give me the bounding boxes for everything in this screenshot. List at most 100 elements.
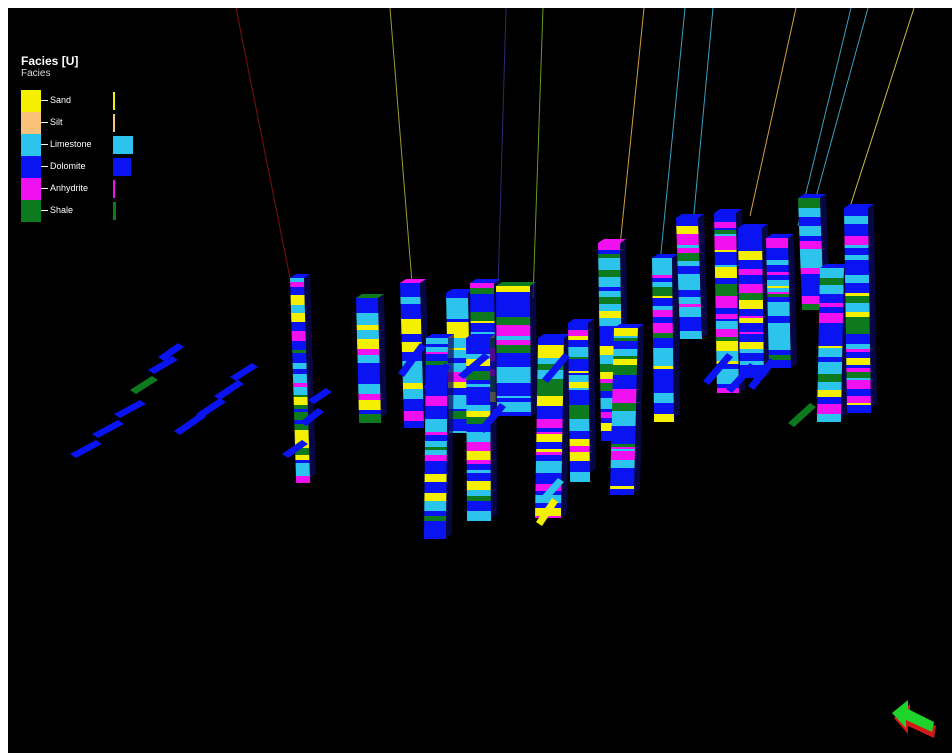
facies-layer [611,426,636,435]
facies-layer [403,395,424,399]
facies-layer [610,486,635,489]
facies-layer [291,325,306,329]
well-facies-scene[interactable] [8,8,952,753]
facies-layer [768,355,791,360]
facies-layer [799,241,822,249]
facies-layer [653,414,675,422]
facies-layer [424,491,447,493]
facies-layer [768,350,791,355]
facies-layer [817,397,842,404]
facies-layer [424,441,447,447]
facies-layer [844,248,869,255]
facies-layer [739,342,764,349]
facies-layer [466,390,491,398]
facies-layer [677,253,700,261]
facies-layer [610,468,635,477]
well-column [290,274,316,483]
facies-layer [612,396,637,403]
facies-layer [569,419,590,425]
facies-layer [466,451,491,460]
column-top-face [400,279,426,283]
facies-layer [290,305,306,313]
facies-layer [466,338,491,344]
facies-layer [652,333,673,338]
facies-layer [496,353,531,358]
facies-layer [738,275,763,284]
column-side-face [588,319,596,473]
facies-layer [611,411,636,419]
legend-tick [41,100,48,101]
facies-layer [739,361,764,365]
facies-layer [653,410,674,414]
facies-layer [652,298,673,306]
well-trajectory-line [812,8,869,209]
facies-layer [496,367,531,376]
facies-layer [356,313,379,318]
facies-layer [676,226,699,234]
facies-layer [738,251,763,260]
facies-layer [652,282,673,287]
facies-layer [466,490,491,496]
facies-layer [466,371,491,380]
facies-layer [424,457,447,461]
facies-layer [845,290,870,293]
column-side-face [304,274,316,478]
facies-layer [569,414,590,419]
facies-layer [612,375,637,384]
facies-layer [653,403,674,410]
facies-layer [292,353,307,363]
facies-layer [400,287,421,297]
facies-layer [766,260,789,265]
facies-layer [767,297,790,302]
facies-layer [818,323,843,333]
facies-layer [294,430,309,439]
facies-layer [295,455,310,460]
facies-layer [425,393,448,396]
facies-layer [844,236,869,245]
facies-layer [598,243,621,250]
facies-layer [652,323,673,333]
facies-layer [818,340,843,342]
legend-entries: Sand Silt Limestone Dolomite [21,90,161,222]
facies-layer [678,297,701,302]
facies-layer [569,461,590,469]
well-trajectory-line [659,8,686,264]
facies-layer [714,246,737,250]
facies-layer [798,208,821,217]
facies-layer [358,388,381,394]
column-top-face [676,214,704,218]
facies-layer [496,336,531,340]
facies-layer [356,298,379,302]
facies-layer [496,402,531,412]
facies-layer [799,226,822,236]
legend-tick [41,210,48,211]
facies-layer [424,435,448,441]
facies-layer [653,361,674,366]
well-column [496,282,537,416]
facies-layer [652,319,673,321]
legend-tick [41,166,48,167]
facies-layer [845,305,870,312]
facies-layer [800,274,823,280]
3d-viewport[interactable]: Facies [U] Facies Sand Silt Limestone [8,8,952,753]
column-side-face [561,334,570,518]
facies-layer [819,294,844,299]
facies-layer [766,238,789,248]
facies-layer [290,282,305,287]
facies-layer [537,345,564,353]
facies-layer [845,334,871,344]
facies-layer [569,472,591,482]
column-side-face [788,234,797,368]
facies-layer [466,501,491,511]
facies-layer [448,431,471,433]
orientation-arrow-icon[interactable] [890,698,940,743]
facies-layer [446,298,469,306]
legend-swatch-limestone [21,134,41,156]
facies-layer [536,434,563,442]
legend-label-silt: Silt [50,117,63,127]
deviated-well-segment [788,403,816,427]
well-column [816,264,850,422]
legend-title: Facies [U] [21,54,79,68]
facies-layer [653,348,674,354]
facies-layer [424,527,447,531]
